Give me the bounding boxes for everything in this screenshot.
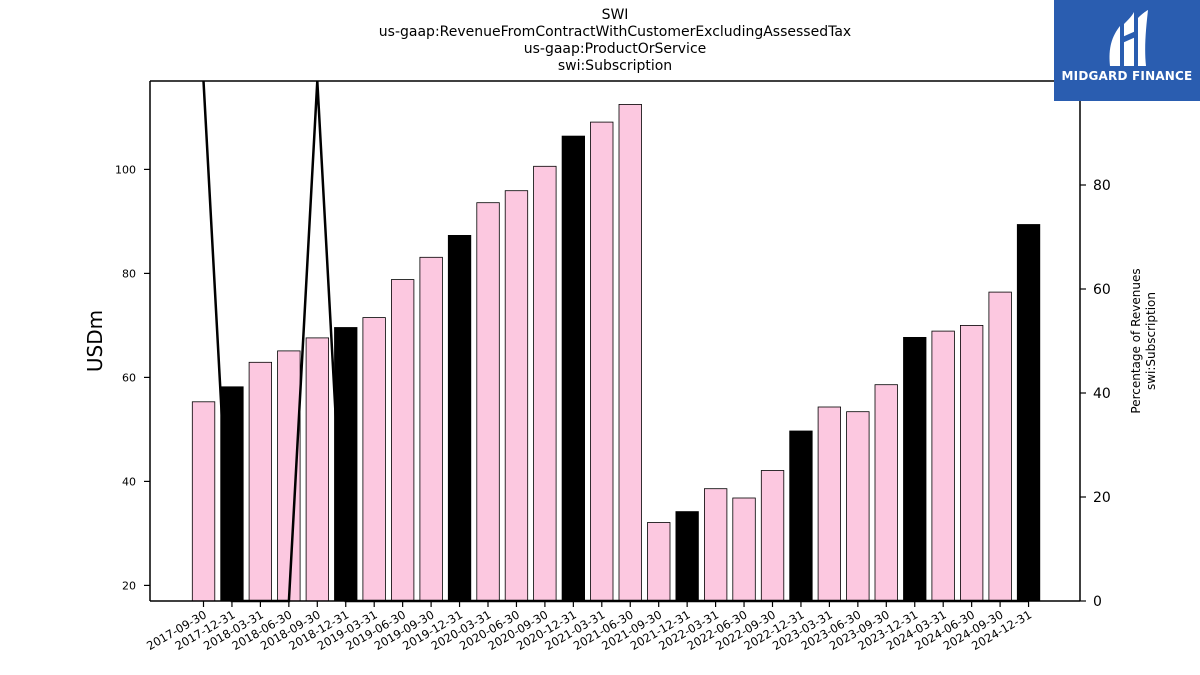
bar — [191, 401, 216, 602]
midgard-logo-icon — [1109, 10, 1148, 66]
y2-tick-label: 20 — [1093, 490, 1111, 506]
bar — [533, 165, 557, 602]
bar — [561, 135, 585, 602]
y-tick-label: 80 — [122, 267, 136, 280]
bar — [647, 522, 671, 602]
midgard-finance-logo: MIDGARD FINANCE — [1054, 0, 1200, 101]
bar — [675, 511, 699, 602]
chart-title-line: SWI — [601, 7, 629, 23]
bar — [618, 104, 642, 602]
y2-tick-label: 40 — [1093, 386, 1111, 402]
bar — [988, 291, 1012, 602]
bar — [903, 336, 927, 602]
bar — [817, 406, 841, 602]
y-tick-label: 40 — [122, 475, 136, 488]
y2-tick-label: 60 — [1093, 282, 1111, 298]
y2-axis-label: swi:Subscription — [1144, 292, 1158, 390]
y-tick-label: 100 — [115, 163, 136, 176]
bar — [390, 279, 415, 602]
bar — [960, 324, 984, 602]
bar — [419, 256, 443, 602]
bar — [447, 234, 472, 602]
y-axis-label: USDm — [83, 310, 107, 372]
bar — [704, 488, 728, 602]
y2-axis-label: Percentage of Revenues — [1129, 268, 1143, 413]
bar — [1016, 224, 1041, 602]
bar — [874, 384, 898, 602]
bar — [846, 411, 870, 602]
chart-title-block: SWI us-gaap:RevenueFromContractWithCusto… — [0, 7, 1200, 75]
bar — [590, 121, 614, 602]
bar — [220, 386, 244, 602]
y2-tick-label: 0 — [1093, 594, 1102, 610]
bar — [504, 190, 529, 602]
bar — [789, 430, 813, 602]
bar — [931, 330, 955, 602]
chart-title-line: us-gaap:RevenueFromContractWithCustomerE… — [378, 24, 852, 40]
bar — [732, 497, 756, 602]
bar — [476, 202, 500, 602]
y2-tick-label: 80 — [1093, 178, 1111, 194]
logo-text: MIDGARD FINANCE — [1061, 69, 1193, 83]
bar — [305, 337, 330, 602]
bar — [760, 470, 785, 602]
chart-title-line: swi:Subscription — [557, 58, 673, 74]
bar — [248, 361, 273, 602]
y-tick-label: 20 — [122, 579, 136, 592]
bar — [362, 317, 386, 602]
chart-title-line: us-gaap:ProductOrService — [523, 41, 707, 57]
y-tick-label: 60 — [122, 371, 136, 384]
